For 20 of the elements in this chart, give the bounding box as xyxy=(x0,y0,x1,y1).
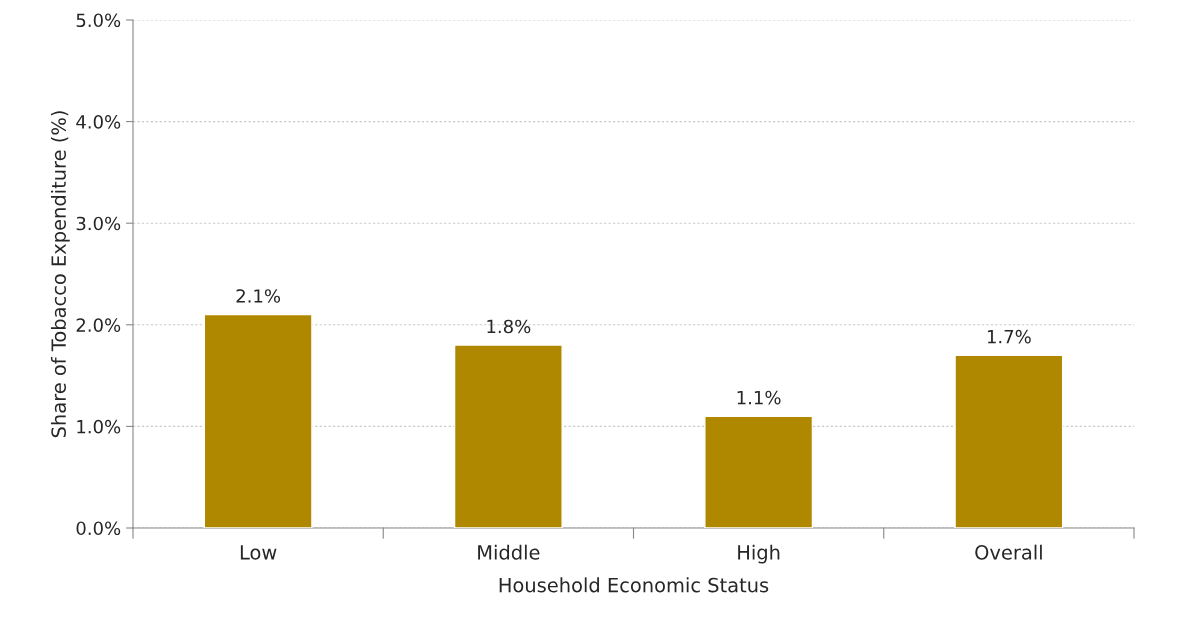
data-label: 2.1% xyxy=(236,289,281,303)
y-axis-title: Share of Tobacco Expenditure (%) xyxy=(50,111,70,438)
y-tick-label: 3.0% xyxy=(76,216,121,231)
bar xyxy=(704,415,814,528)
bar xyxy=(453,344,563,528)
bar xyxy=(954,354,1064,528)
x-tick-label: High xyxy=(738,544,780,564)
y-tick-label: 0.0% xyxy=(76,521,121,536)
data-label: 1.1% xyxy=(737,390,781,405)
x-tick-label: Overall xyxy=(975,544,1042,560)
x-tick-label: Low xyxy=(240,545,277,560)
x-axis-title: Household Economic Status xyxy=(499,577,769,593)
y-tick-label: 2.0% xyxy=(76,318,121,332)
data-label: 1.8% xyxy=(487,319,531,334)
y-tick-label: 1.0% xyxy=(77,419,121,434)
data-label: 1.7% xyxy=(987,329,1031,344)
bar xyxy=(203,313,313,528)
x-tick-label: Middle xyxy=(478,544,540,560)
y-tick-label: 4.0% xyxy=(76,115,121,129)
y-tick-label: 5.0% xyxy=(76,13,121,28)
